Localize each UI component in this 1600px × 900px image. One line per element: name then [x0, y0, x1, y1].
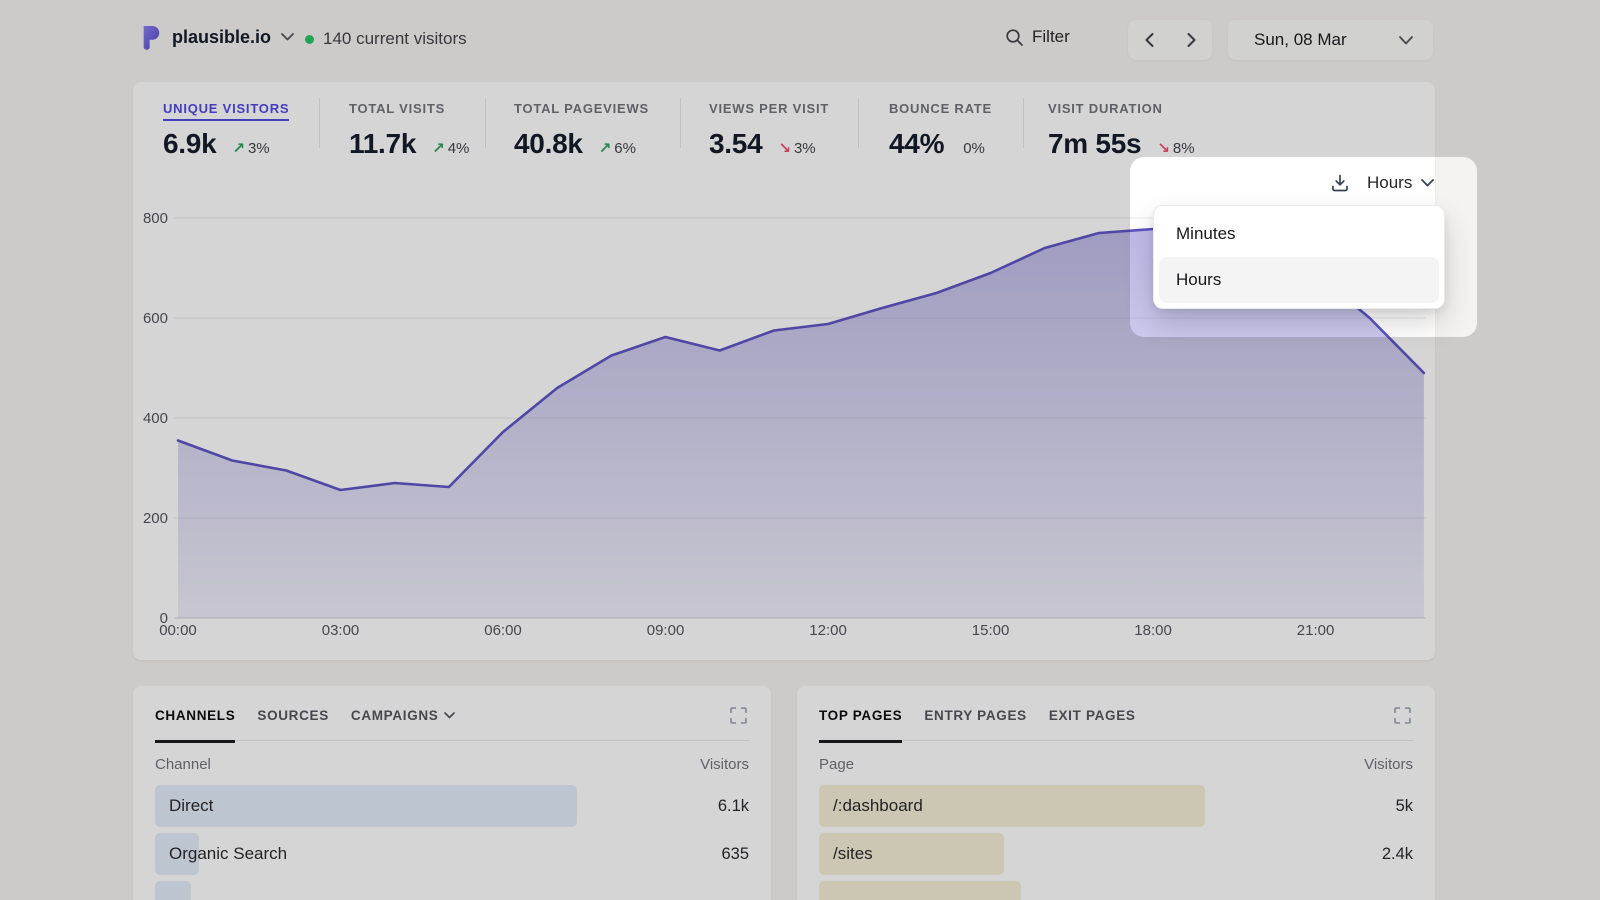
chevron-left-icon [1145, 33, 1153, 47]
channels-tabs: CHANNELS SOURCES CAMPAIGNS [155, 707, 749, 743]
stat-delta: ↘ 8% [1157, 140, 1195, 157]
stat-total-pageviews[interactable]: TOTAL PAGEVIEWS 40.8k ↗ 6% [514, 101, 649, 159]
svg-text:12:00: 12:00 [809, 622, 847, 639]
page-row-dashboard[interactable]: /:dashboard 5k [819, 782, 1413, 830]
live-dot-icon [305, 34, 314, 44]
trend-arrow-icon: ↘ [1157, 140, 1170, 157]
svg-text:03:00: 03:00 [322, 622, 360, 639]
chevron-down-icon [444, 712, 456, 719]
svg-text:06:00: 06:00 [484, 622, 522, 639]
trend-arrow-icon: ↗ [432, 140, 445, 157]
tab-entry-pages[interactable]: ENTRY PAGES [924, 708, 1027, 723]
channel-row-organic-search[interactable]: Organic Search 635 [155, 830, 749, 878]
stat-unique-visitors[interactable]: UNIQUE VISITORS 6.9k ↗ 3% [163, 101, 290, 159]
stat-delta: ↗ 4% [432, 140, 470, 157]
top-bar: plausible.io 140 current visitors Filter… [133, 18, 1435, 62]
page-row-partial[interactable] [819, 878, 1413, 900]
svg-text:18:00: 18:00 [1134, 622, 1172, 639]
fullscreen-icon [1394, 707, 1411, 724]
stat-divider [680, 98, 681, 148]
row-bar [155, 833, 199, 875]
prev-period-button[interactable] [1128, 20, 1170, 60]
interval-dropdown-menu: Minutes Hours [1153, 205, 1445, 309]
site-name: plausible.io [172, 26, 272, 47]
svg-text:600: 600 [143, 310, 168, 327]
svg-text:800: 800 [143, 210, 168, 227]
channel-row-direct[interactable]: Direct 6.1k [155, 782, 749, 830]
visitors-graph-card: UNIQUE VISITORS 6.9k ↗ 3% TOTAL VISITS 11… [133, 82, 1435, 660]
tab-channels[interactable]: CHANNELS [155, 708, 236, 743]
svg-text:400: 400 [143, 410, 168, 427]
stat-delta: ↘ 3% [778, 140, 816, 157]
trend-arrow-icon: ↗ [598, 140, 612, 157]
interval-selector-button[interactable]: Hours [1367, 173, 1413, 192]
stat-delta: ↗ 6% [598, 140, 636, 157]
chevron-down-icon [281, 33, 294, 41]
expand-report-button[interactable] [730, 707, 747, 724]
stat-visit-duration[interactable]: VISIT DURATION 7m 55s ↘ 8% [1048, 101, 1195, 159]
row-bar [155, 881, 191, 900]
svg-text:09:00: 09:00 [647, 622, 685, 639]
row-bar [819, 833, 1005, 875]
stat-divider [485, 98, 486, 148]
stat-bounce-rate[interactable]: BOUNCE RATE 44% 0% [889, 101, 992, 159]
visitors-area-chart[interactable]: 0 200 400 600 800 00:00 03:00 06:00 09:00 12:00 15… [130, 205, 1440, 655]
channel-row-partial[interactable] [155, 878, 749, 900]
interval-selector: Hours [1330, 170, 1442, 196]
row-bar [819, 785, 1206, 827]
svg-text:15:00: 15:00 [972, 622, 1010, 639]
pages-column-headers: Page Visitors [819, 756, 1413, 773]
menu-item-minutes[interactable]: Minutes [1176, 224, 1236, 243]
stat-delta: ↗ 3% [232, 140, 270, 157]
column-header-channel: Channel [155, 756, 211, 773]
tab-sources[interactable]: SOURCES [257, 708, 329, 723]
current-visitors-label: 140 current visitors [323, 29, 467, 48]
stat-divider [319, 98, 320, 148]
tab-exit-pages[interactable]: EXIT PAGES [1048, 708, 1136, 723]
column-header-visitors: Visitors [1364, 756, 1413, 773]
svg-text:00:00: 00:00 [159, 622, 197, 639]
row-bar [155, 785, 577, 827]
page-row-sites[interactable]: /sites 2.4k [819, 830, 1413, 878]
svg-text:0: 0 [160, 610, 168, 627]
column-header-visitors: Visitors [700, 756, 749, 773]
plausible-logo-icon [143, 26, 160, 50]
chevron-right-icon [1187, 33, 1195, 47]
row-bar [819, 881, 1021, 900]
download-icon[interactable] [1330, 173, 1350, 193]
trend-arrow-icon: ↘ [778, 140, 791, 157]
tab-campaigns[interactable]: CAMPAIGNS [351, 708, 456, 723]
channels-report-card: CHANNELS SOURCES CAMPAIGNS Channel Visit… [133, 686, 771, 900]
stat-divider [1023, 98, 1024, 148]
stat-delta: 0% [963, 140, 985, 157]
filter-button[interactable]: Filter [1005, 27, 1070, 47]
channels-column-headers: Channel Visitors [155, 756, 749, 773]
tab-top-pages[interactable]: TOP PAGES [819, 708, 903, 743]
fullscreen-icon [730, 707, 747, 724]
svg-text:200: 200 [143, 510, 168, 527]
search-icon [1006, 28, 1023, 46]
date-picker[interactable]: Sun, 08 Mar [1228, 20, 1433, 60]
expand-report-button[interactable] [1394, 707, 1411, 724]
date-label: Sun, 08 Mar [1254, 30, 1347, 49]
next-period-button[interactable] [1170, 20, 1212, 60]
stat-views-per-visit[interactable]: VIEWS PER VISIT 3.54 ↘ 3% [709, 101, 830, 159]
date-nav-arrows [1128, 20, 1212, 60]
filter-label: Filter [1032, 27, 1070, 46]
chevron-down-icon [1421, 179, 1435, 187]
stat-total-visits[interactable]: TOTAL VISITS 11.7k ↗ 4% [349, 101, 470, 159]
pages-tabs: TOP PAGES ENTRY PAGES EXIT PAGES [819, 707, 1413, 743]
menu-item-hours[interactable]: Hours [1159, 257, 1439, 303]
site-switcher[interactable]: plausible.io [140, 24, 294, 50]
current-visitors[interactable]: 140 current visitors [305, 29, 467, 49]
column-header-page: Page [819, 756, 855, 773]
stat-divider [858, 98, 859, 148]
trend-arrow-icon: ↗ [232, 140, 245, 157]
svg-text:21:00: 21:00 [1297, 622, 1335, 639]
pages-report-card: TOP PAGES ENTRY PAGES EXIT PAGES Page Vi… [797, 686, 1435, 900]
chevron-down-icon [1399, 35, 1413, 44]
